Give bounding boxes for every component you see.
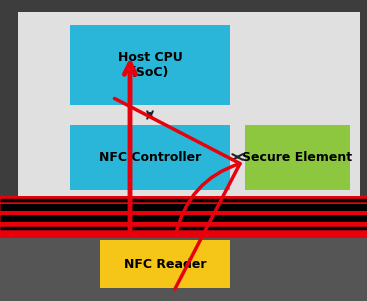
Bar bbox=[100, 240, 230, 288]
Bar bbox=[18, 12, 360, 200]
Text: Host CPU
(SoC): Host CPU (SoC) bbox=[118, 51, 182, 79]
Bar bbox=[0, 196, 367, 238]
Text: NFC Reader: NFC Reader bbox=[124, 257, 206, 271]
Bar bbox=[70, 25, 230, 105]
Bar bbox=[245, 125, 350, 190]
FancyArrowPatch shape bbox=[115, 98, 240, 289]
Bar bbox=[70, 125, 230, 190]
Text: Secure Element: Secure Element bbox=[243, 151, 353, 164]
Bar bbox=[0, 238, 367, 301]
Text: NFC Controller: NFC Controller bbox=[99, 151, 201, 164]
